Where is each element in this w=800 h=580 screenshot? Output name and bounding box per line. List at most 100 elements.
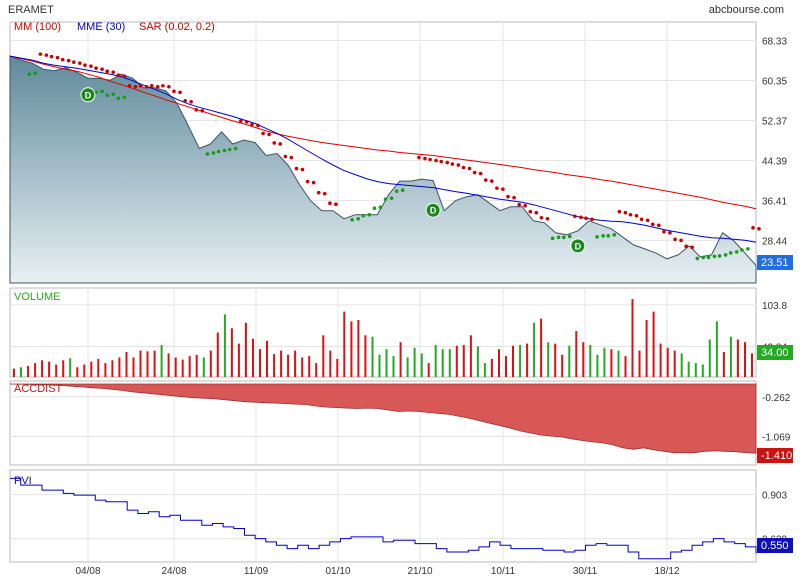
x-tick-label: 24/08 <box>161 566 186 577</box>
pvi-last-value: 0.550 <box>761 540 789 552</box>
volume-last-badge: 34.00 <box>757 345 793 360</box>
sar-dot-down <box>311 180 316 185</box>
x-tick-label: 18/12 <box>654 566 679 577</box>
dividend-marker-circle <box>425 202 441 218</box>
sar-dot-down <box>245 120 249 124</box>
pvi-y-ticks: 0.9030.639 <box>762 491 787 546</box>
volume-bar <box>301 357 304 377</box>
volume-bar <box>188 356 191 377</box>
volume-bar <box>69 358 72 377</box>
volume-bar <box>259 349 261 377</box>
sar-dot-down <box>200 109 205 113</box>
volume-bar <box>76 367 79 377</box>
x-tick-label: 11/09 <box>244 566 269 577</box>
volume-title: VOLUME <box>14 291 60 303</box>
volume-bar <box>603 347 606 377</box>
sar-dot-down <box>645 218 650 223</box>
sar-dot-down <box>639 217 644 222</box>
sar-dot-down <box>662 230 666 234</box>
accdist-y-ticks: -0.262 -1.069 <box>762 393 791 444</box>
sar-dot-down <box>668 231 672 235</box>
volume-bar <box>589 345 592 377</box>
sar-dot-up <box>712 254 717 259</box>
sar-dot-down <box>445 160 450 165</box>
volume-bar <box>476 346 479 377</box>
sar-dot-up <box>706 255 711 260</box>
volume-bar <box>568 345 571 377</box>
volume-bar <box>582 342 585 377</box>
volume-bar <box>153 350 156 377</box>
volume-bar <box>118 357 121 377</box>
sar-dot-up <box>227 147 232 152</box>
volume-bar <box>666 347 669 377</box>
sar-dot-down <box>328 201 332 205</box>
volume-bar <box>455 345 458 377</box>
sar-dot-down <box>72 60 76 64</box>
volume-bar <box>561 354 564 378</box>
volume-bar <box>111 360 114 377</box>
x-tick-label: 04/08 <box>75 566 100 577</box>
accdist-last-value: -1.410 <box>761 450 792 462</box>
dividend-marker-circle <box>80 87 96 103</box>
volume-bar <box>315 363 318 377</box>
volume-bar <box>441 349 444 377</box>
volume-bar <box>195 354 198 378</box>
sar-dot-down <box>194 108 199 112</box>
sar-dot-down <box>167 84 171 89</box>
sar-dot-down <box>105 69 110 73</box>
dividend-markers: D D D <box>80 87 586 254</box>
sar-dot-down <box>172 89 176 94</box>
volume-bar <box>462 345 465 377</box>
sar-dot-down <box>467 166 472 171</box>
volume-bar <box>413 347 416 377</box>
sar-dot-down <box>183 99 187 103</box>
sar-dot-down <box>144 84 149 89</box>
volume-bar <box>645 320 648 377</box>
volume-bar <box>751 353 753 377</box>
sar-dot-up <box>216 149 221 154</box>
sar-dot-up <box>701 255 706 260</box>
volume-bar <box>125 352 128 377</box>
volume-bar <box>638 350 641 377</box>
volume-bar <box>729 336 732 377</box>
volume-bar <box>617 350 620 377</box>
sar-dot-down <box>428 157 432 162</box>
volume-bar <box>336 358 339 377</box>
volume-bar <box>519 345 522 377</box>
y-tick-label: 28.44 <box>762 237 787 248</box>
volume-bar <box>139 350 142 377</box>
volume-bar <box>694 363 697 377</box>
sar-dot-down <box>757 226 761 231</box>
volume-bar <box>736 339 739 377</box>
volume-bar <box>174 357 177 377</box>
volume-bar <box>287 354 290 378</box>
volume-bar <box>533 322 536 377</box>
sar-dot-up <box>356 216 360 221</box>
volume-bar <box>427 363 430 377</box>
sar-dot-down <box>617 209 622 214</box>
sar-dot-down <box>44 53 49 57</box>
sar-dot-down <box>55 55 60 60</box>
volume-bar <box>406 357 409 377</box>
volume-bar <box>209 350 212 377</box>
dividend-marker-label: D <box>85 90 92 100</box>
volume-bar <box>90 361 93 377</box>
volume-bar <box>673 350 676 377</box>
volume-bar <box>505 356 507 377</box>
volume-bar <box>357 320 360 377</box>
volume-last-badge-bg <box>757 345 793 360</box>
sar-dot-down <box>256 123 260 128</box>
sar-dot-down <box>155 84 160 89</box>
accdist-last-badge: -1.410 <box>757 448 793 463</box>
sar-dot-down <box>673 237 677 242</box>
accdist-title: ACCDIST <box>14 383 63 395</box>
legend-mme30: MME (30) <box>77 21 125 33</box>
sar-dot-down <box>517 202 521 207</box>
sar-dot-down <box>94 66 98 70</box>
volume-bar <box>181 359 184 377</box>
volume-bar <box>399 342 402 377</box>
sar-dot-down <box>138 83 143 88</box>
x-axis-labels: 04/08 24/08 11/09 01/10 21/10 10/11 30/11 18/12 <box>75 566 679 577</box>
volume-bar <box>575 331 578 377</box>
sar-dot-down <box>250 122 254 127</box>
